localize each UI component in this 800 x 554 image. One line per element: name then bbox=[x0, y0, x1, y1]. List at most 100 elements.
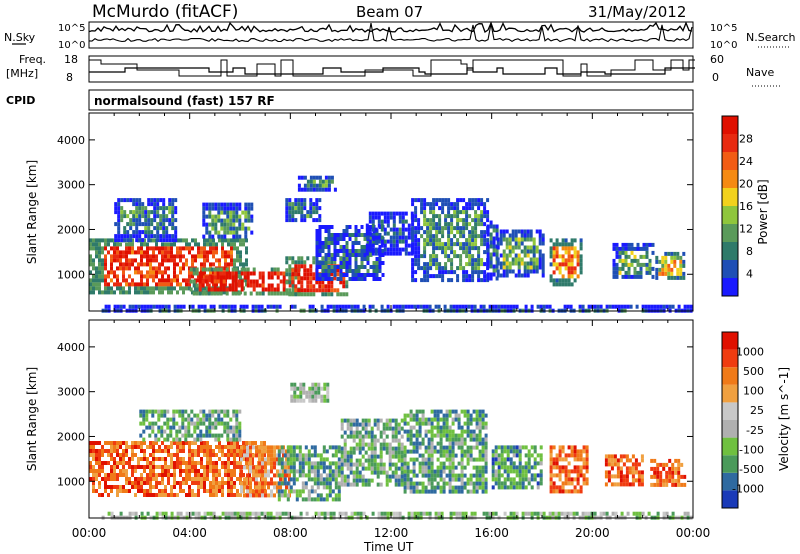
power-cell bbox=[480, 262, 484, 267]
vel-cell bbox=[469, 433, 473, 438]
vel-cell bbox=[316, 493, 320, 498]
vel-cell bbox=[227, 461, 230, 465]
power-cell bbox=[480, 210, 484, 215]
power-cell bbox=[417, 226, 421, 231]
power-cell bbox=[480, 234, 484, 239]
vel-cell bbox=[530, 453, 534, 458]
power-cell bbox=[444, 246, 448, 251]
vel-cell bbox=[264, 457, 267, 462]
vel-cell bbox=[662, 466, 666, 471]
vel-cell bbox=[313, 481, 317, 486]
power-cell bbox=[471, 270, 475, 275]
vel-cell bbox=[518, 469, 522, 474]
vel-cell bbox=[230, 481, 233, 485]
vel-cell bbox=[128, 457, 131, 461]
power-cell bbox=[156, 230, 160, 235]
vel-cell bbox=[261, 461, 264, 466]
power-cell bbox=[462, 242, 466, 247]
vel-cell bbox=[149, 441, 152, 445]
vel-cell bbox=[409, 481, 413, 486]
vel-cell bbox=[460, 453, 464, 458]
vel-cell bbox=[415, 409, 419, 414]
power-cell bbox=[411, 270, 415, 275]
freq-label: Freq. bbox=[19, 53, 46, 66]
vel-cell bbox=[152, 441, 155, 445]
power-cell bbox=[342, 233, 346, 237]
power-cell bbox=[480, 218, 484, 223]
power-cell bbox=[141, 202, 145, 207]
power-cell bbox=[332, 304, 336, 309]
vel-cell bbox=[128, 465, 131, 469]
power-cell bbox=[179, 266, 182, 271]
vel-cell bbox=[364, 442, 368, 447]
power-cell bbox=[309, 206, 313, 211]
power-cell bbox=[223, 226, 227, 231]
vel-cell bbox=[233, 469, 236, 473]
power-cell bbox=[131, 258, 134, 263]
power-cell bbox=[318, 183, 322, 188]
power-cell bbox=[502, 237, 506, 242]
vel-cell bbox=[451, 469, 455, 474]
power-cell bbox=[210, 279, 214, 284]
power-cell bbox=[197, 254, 200, 259]
vel-cell bbox=[388, 418, 392, 423]
vel-cell bbox=[349, 446, 353, 451]
vel-cell bbox=[116, 477, 119, 481]
power-cell bbox=[224, 266, 227, 271]
power-cell bbox=[411, 218, 415, 223]
power-cell bbox=[627, 274, 631, 279]
power-cell bbox=[245, 246, 248, 251]
vel-cell bbox=[193, 413, 197, 418]
power-cell bbox=[275, 304, 279, 309]
vel-cell bbox=[337, 465, 341, 470]
power-cell bbox=[645, 262, 649, 267]
power-cell bbox=[92, 290, 95, 295]
vel-cell bbox=[285, 457, 288, 462]
power-cell bbox=[570, 262, 574, 267]
vel-cell bbox=[451, 473, 455, 478]
power-cell bbox=[276, 271, 280, 276]
power-cell bbox=[389, 235, 393, 240]
power-cell bbox=[462, 266, 466, 271]
vel-cell bbox=[316, 481, 320, 486]
power-cell bbox=[220, 206, 224, 211]
power-cell bbox=[324, 183, 328, 188]
power-cell bbox=[462, 234, 466, 239]
vel-cell bbox=[89, 477, 92, 481]
power-cell bbox=[444, 226, 448, 231]
power-cell bbox=[211, 234, 215, 239]
power-cell bbox=[473, 304, 477, 309]
power-cell bbox=[294, 288, 298, 293]
power-cell bbox=[474, 230, 478, 235]
power-cell bbox=[395, 235, 399, 240]
vel-cell bbox=[191, 453, 194, 457]
power-cell bbox=[523, 273, 527, 278]
vel-cell bbox=[140, 473, 143, 477]
vel-cell bbox=[316, 497, 320, 502]
power-cell bbox=[315, 245, 319, 249]
power-cell bbox=[520, 233, 524, 238]
vel-cell bbox=[585, 481, 589, 486]
vel-cell bbox=[570, 453, 574, 458]
power-cell bbox=[536, 304, 540, 309]
vel-cell bbox=[264, 449, 267, 454]
vel-cell bbox=[549, 445, 553, 450]
power-cell bbox=[357, 233, 361, 237]
vel-cell bbox=[288, 465, 291, 470]
vel-cell bbox=[403, 461, 407, 466]
vel-cell bbox=[245, 477, 248, 481]
power-cell bbox=[209, 304, 213, 309]
power-cell bbox=[132, 214, 136, 219]
power-cell bbox=[465, 246, 469, 251]
vel-cell bbox=[229, 429, 233, 434]
power-cell bbox=[363, 249, 367, 253]
vel-cell bbox=[110, 465, 113, 469]
power-cell bbox=[535, 269, 539, 274]
vel-cell bbox=[436, 457, 440, 462]
vel-cell bbox=[230, 493, 233, 497]
vel-cell bbox=[448, 409, 452, 414]
vel-cell bbox=[218, 469, 221, 473]
power-cell bbox=[95, 250, 98, 255]
vel-cell bbox=[400, 482, 404, 487]
power-cell bbox=[243, 267, 247, 272]
